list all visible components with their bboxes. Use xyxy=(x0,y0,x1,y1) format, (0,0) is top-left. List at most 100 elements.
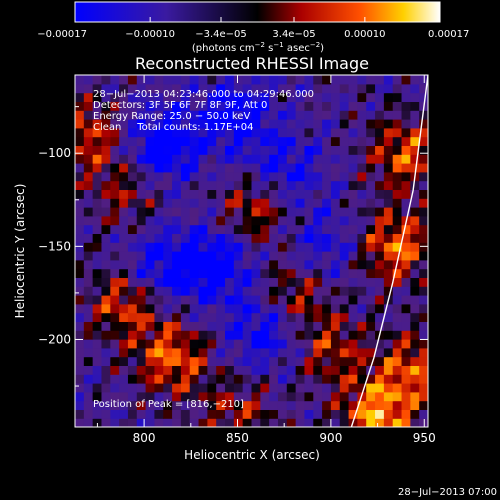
heatmap-cell xyxy=(375,136,385,146)
heatmap-cell xyxy=(375,303,385,314)
heatmap-cell xyxy=(322,365,332,375)
heatmap-cell xyxy=(83,92,94,102)
heatmap-cell xyxy=(198,251,208,261)
heatmap-cell xyxy=(207,374,217,384)
heatmap-cell xyxy=(277,356,288,366)
heatmap-cell xyxy=(330,321,341,331)
heatmap-cell xyxy=(286,127,297,138)
heatmap-cell xyxy=(313,303,323,314)
heatmap-cell xyxy=(83,400,94,410)
heatmap-cell xyxy=(366,277,376,287)
heatmap-cell xyxy=(269,409,279,419)
heatmap-cell xyxy=(225,233,235,243)
heatmap-cell xyxy=(154,145,164,155)
heatmap-cell xyxy=(225,400,235,410)
heatmap-cell xyxy=(127,409,138,419)
heatmap-cell xyxy=(260,277,270,287)
heatmap-cell xyxy=(269,251,279,261)
heatmap-cell xyxy=(225,136,235,146)
heatmap-cell xyxy=(242,83,253,94)
heatmap-cell xyxy=(233,251,244,261)
heatmap-cell xyxy=(101,92,111,102)
heatmap-cell xyxy=(260,365,270,375)
heatmap-cell xyxy=(392,268,403,278)
heatmap-cell xyxy=(145,198,156,208)
heatmap-cell xyxy=(172,83,182,94)
heatmap-cell xyxy=(419,330,428,340)
heatmap-cell xyxy=(313,145,323,155)
heatmap-cell xyxy=(83,233,94,243)
heatmap-cell xyxy=(322,356,332,366)
heatmap-cell xyxy=(180,215,191,226)
heatmap-cell xyxy=(375,224,385,234)
heatmap-cell xyxy=(233,259,244,270)
heatmap-cell xyxy=(269,286,279,296)
heatmap-cell xyxy=(207,110,217,120)
info-detectors: Detectors: 3F 5F 6F 7F 8F 9F, Att 0 xyxy=(93,100,267,111)
heatmap-cell xyxy=(154,374,164,384)
heatmap-cell xyxy=(119,356,129,366)
heatmap-cell xyxy=(357,339,367,349)
heatmap-cell xyxy=(260,356,270,366)
heatmap-cell xyxy=(110,198,120,208)
heatmap-cell xyxy=(286,110,297,120)
heatmap-cell xyxy=(251,154,261,164)
heatmap-cell xyxy=(75,330,85,340)
heatmap-cell xyxy=(401,303,411,314)
heatmap-cell xyxy=(313,101,323,111)
heatmap-cell xyxy=(339,400,350,410)
heatmap-cell xyxy=(233,286,244,296)
heatmap-cell xyxy=(348,295,359,305)
heatmap-cell xyxy=(136,356,147,366)
heatmap-cell xyxy=(251,242,261,252)
heatmap-cell xyxy=(277,110,288,120)
heatmap-cell xyxy=(233,171,244,182)
heatmap-cell xyxy=(392,312,403,322)
heatmap-cell xyxy=(357,268,367,278)
heatmap-cell xyxy=(136,330,147,340)
heatmap-cell xyxy=(163,295,173,305)
heatmap-cell xyxy=(392,251,403,261)
heatmap-cell xyxy=(145,180,156,190)
heatmap-cell xyxy=(136,224,147,234)
heatmap-cell xyxy=(216,330,226,340)
heatmap-cell xyxy=(198,145,208,155)
heatmap-cell xyxy=(322,295,332,305)
heatmap-cell xyxy=(295,400,306,410)
heatmap-cell xyxy=(110,374,120,384)
heatmap-cell xyxy=(260,268,270,278)
heatmap-cell xyxy=(313,321,323,331)
heatmap-cell xyxy=(357,136,367,146)
heatmap-cell xyxy=(269,127,279,138)
heatmap-cell xyxy=(207,391,217,402)
heatmap-cell xyxy=(251,180,261,190)
heatmap-cell xyxy=(322,180,332,190)
heatmap-cell xyxy=(101,207,111,217)
heatmap-cell xyxy=(180,286,191,296)
heatmap-cell xyxy=(383,215,394,226)
heatmap-cell xyxy=(277,312,288,322)
heatmap-cell xyxy=(366,171,376,182)
heatmap-cell xyxy=(101,163,111,173)
heatmap-cell xyxy=(154,110,164,120)
heatmap-cell xyxy=(83,409,94,419)
heatmap-cell xyxy=(375,233,385,243)
heatmap-cell xyxy=(392,356,403,366)
heatmap-cell xyxy=(330,330,341,340)
heatmap-cell xyxy=(419,391,428,402)
heatmap-cell xyxy=(225,330,235,340)
heatmap-cell xyxy=(145,321,156,331)
heatmap-cell xyxy=(163,356,173,366)
heatmap-cell xyxy=(225,365,235,375)
heatmap-cell xyxy=(172,303,182,314)
heatmap-cell xyxy=(198,339,208,349)
heatmap-cell xyxy=(119,418,129,427)
heatmap-cell xyxy=(101,251,111,261)
heatmap-cell xyxy=(357,92,367,102)
heatmap-cell xyxy=(410,75,420,85)
heatmap-cell xyxy=(101,312,111,322)
heatmap-cell xyxy=(375,75,385,85)
heatmap-cell xyxy=(110,303,120,314)
heatmap-cell xyxy=(419,268,428,278)
heatmap-cell xyxy=(145,259,156,270)
